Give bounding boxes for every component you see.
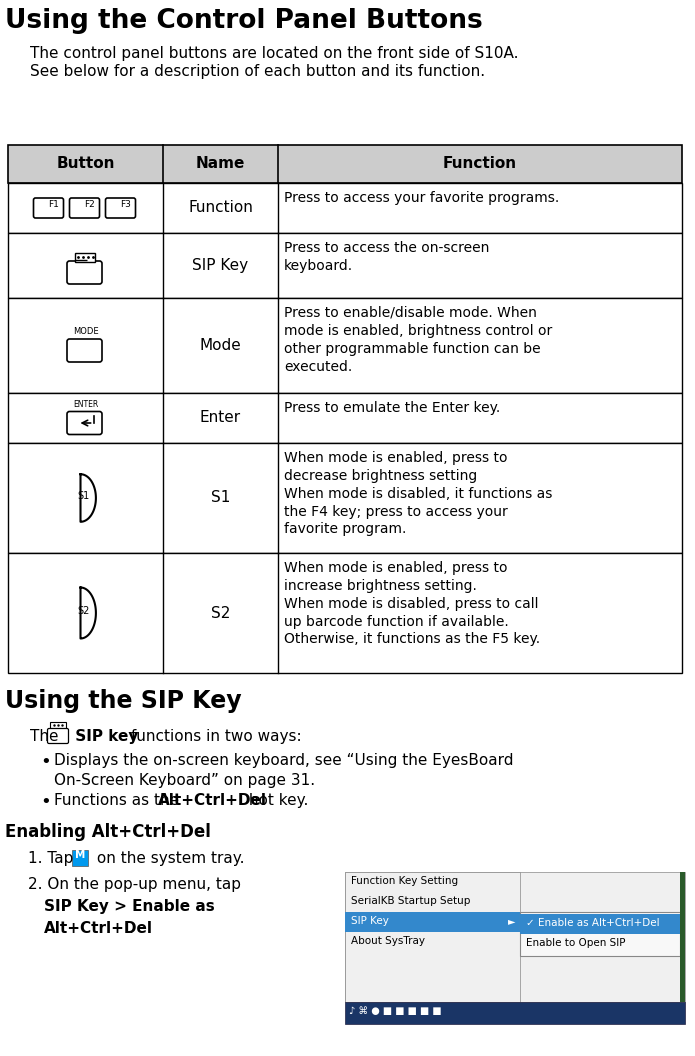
Text: Mode: Mode bbox=[199, 338, 241, 353]
Text: hot key.: hot key. bbox=[244, 793, 309, 808]
Bar bbox=[72, 850, 88, 866]
Text: Enable to Open SIP: Enable to Open SIP bbox=[526, 938, 626, 948]
Text: SIP Key > Enable as: SIP Key > Enable as bbox=[44, 899, 215, 914]
Bar bbox=[74, 252, 95, 262]
Bar bbox=[520, 914, 680, 934]
Text: Press to emulate the Enter key.: Press to emulate the Enter key. bbox=[284, 401, 500, 415]
FancyBboxPatch shape bbox=[67, 412, 102, 434]
Bar bbox=[8, 444, 682, 553]
Bar bbox=[520, 912, 680, 956]
Bar bbox=[345, 872, 685, 1002]
Text: ✓ Enable as Alt+Ctrl+Del: ✓ Enable as Alt+Ctrl+Del bbox=[526, 918, 660, 928]
Text: The control panel buttons are located on the front side of S10A.: The control panel buttons are located on… bbox=[30, 46, 518, 61]
Text: MODE: MODE bbox=[73, 327, 98, 337]
Text: ►: ► bbox=[508, 916, 516, 926]
Text: Press to access your favorite programs.: Press to access your favorite programs. bbox=[284, 191, 559, 205]
Text: Enter: Enter bbox=[200, 411, 241, 426]
Text: 2. On the pop-up menu, tap: 2. On the pop-up menu, tap bbox=[28, 876, 241, 892]
Text: Press to access the on-screen
keyboard.: Press to access the on-screen keyboard. bbox=[284, 241, 489, 272]
Text: Function Key Setting: Function Key Setting bbox=[351, 876, 458, 886]
Text: 1. Tap: 1. Tap bbox=[28, 851, 79, 866]
FancyBboxPatch shape bbox=[47, 729, 69, 743]
Text: About SysTray: About SysTray bbox=[351, 936, 425, 946]
FancyBboxPatch shape bbox=[106, 199, 136, 218]
Text: Press to enable/disable mode. When
mode is enabled, brightness control or
other : Press to enable/disable mode. When mode … bbox=[284, 306, 553, 374]
Text: ENTER: ENTER bbox=[73, 400, 98, 409]
Text: •: • bbox=[40, 753, 51, 771]
Text: on the system tray.: on the system tray. bbox=[92, 851, 245, 866]
FancyBboxPatch shape bbox=[67, 339, 102, 362]
Text: The: The bbox=[30, 729, 63, 744]
Polygon shape bbox=[81, 474, 96, 522]
FancyBboxPatch shape bbox=[67, 261, 102, 284]
Text: S2: S2 bbox=[211, 605, 230, 621]
Text: functions in two ways:: functions in two ways: bbox=[126, 729, 302, 744]
FancyBboxPatch shape bbox=[70, 199, 99, 218]
Bar bbox=[8, 393, 682, 444]
Text: ♪ ⌘ ● ■ ■ ■ ■ ■: ♪ ⌘ ● ■ ■ ■ ■ ■ bbox=[349, 1006, 441, 1016]
Text: SIP Key: SIP Key bbox=[351, 916, 389, 926]
Text: SIP key: SIP key bbox=[70, 729, 138, 744]
Text: S1: S1 bbox=[211, 490, 230, 506]
Text: Using the Control Panel Buttons: Using the Control Panel Buttons bbox=[5, 8, 483, 34]
Text: Alt+Ctrl+Del: Alt+Ctrl+Del bbox=[158, 793, 267, 808]
Bar bbox=[345, 1002, 685, 1024]
Text: S2: S2 bbox=[78, 606, 90, 616]
Text: F1: F1 bbox=[49, 200, 59, 209]
Text: .: . bbox=[128, 921, 133, 936]
Text: Function: Function bbox=[443, 156, 517, 171]
Text: When mode is enabled, press to
increase brightness setting.
When mode is disable: When mode is enabled, press to increase … bbox=[284, 561, 540, 646]
Text: SIP Key: SIP Key bbox=[193, 258, 249, 274]
Bar bbox=[8, 233, 682, 298]
Text: Enabling Alt+Ctrl+Del: Enabling Alt+Ctrl+Del bbox=[5, 823, 211, 841]
Text: When mode is enabled, press to
decrease brightness setting
When mode is disabled: When mode is enabled, press to decrease … bbox=[284, 451, 553, 536]
Text: Alt+Ctrl+Del: Alt+Ctrl+Del bbox=[44, 921, 153, 936]
Text: SerialKB Startup Setup: SerialKB Startup Setup bbox=[351, 895, 471, 906]
Text: M: M bbox=[75, 850, 85, 860]
Bar bbox=[8, 298, 682, 393]
Text: S1: S1 bbox=[78, 491, 90, 501]
Text: Displays the on-screen keyboard, see “Using the EyesBoard
On-Screen Keyboard” on: Displays the on-screen keyboard, see “Us… bbox=[54, 753, 514, 788]
Text: Name: Name bbox=[196, 156, 245, 171]
Text: Button: Button bbox=[56, 156, 115, 171]
Bar bbox=[8, 145, 682, 183]
Bar bbox=[345, 872, 520, 1002]
Polygon shape bbox=[81, 587, 96, 639]
Text: Using the SIP Key: Using the SIP Key bbox=[5, 689, 242, 713]
Bar bbox=[8, 183, 682, 233]
Bar bbox=[8, 553, 682, 673]
Text: F2: F2 bbox=[85, 200, 95, 209]
Bar bbox=[50, 722, 66, 729]
Text: Functions as the: Functions as the bbox=[54, 793, 184, 808]
Text: Function: Function bbox=[188, 201, 253, 215]
Bar bbox=[345, 912, 520, 932]
Text: •: • bbox=[40, 793, 51, 811]
FancyBboxPatch shape bbox=[33, 199, 63, 218]
Text: See below for a description of each button and its function.: See below for a description of each butt… bbox=[30, 64, 485, 79]
Text: F3: F3 bbox=[120, 200, 131, 209]
Bar bbox=[680, 872, 685, 1002]
